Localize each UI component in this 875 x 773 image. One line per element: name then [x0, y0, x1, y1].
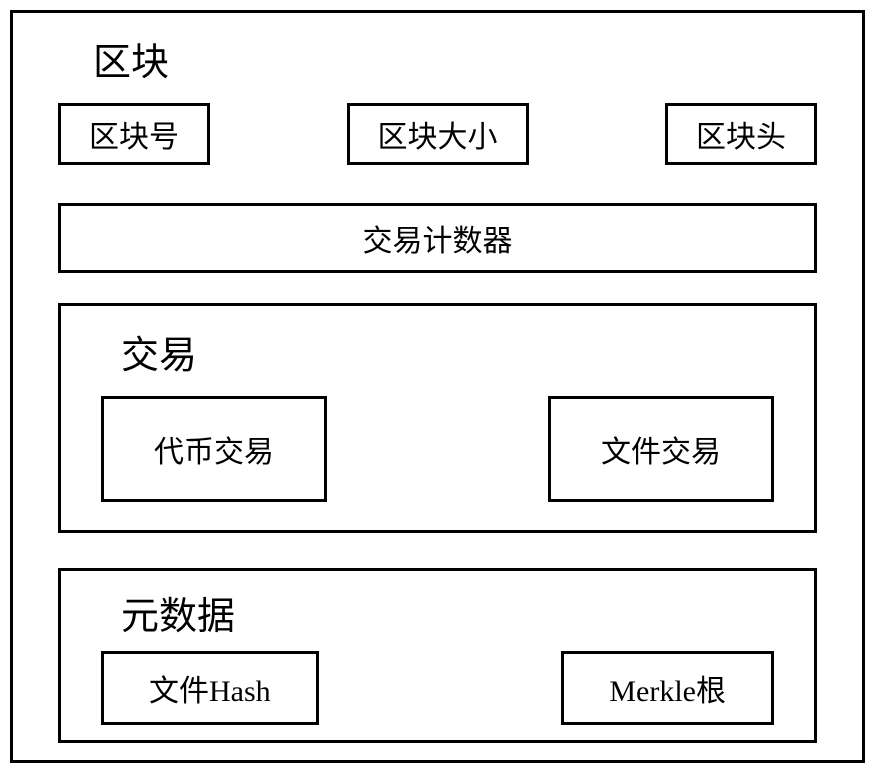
block-size-box: 区块大小: [347, 103, 529, 165]
metadata-title-text: 元数据: [121, 596, 235, 638]
main-title-text: 区块: [93, 42, 169, 84]
block-size-label: 区块大小: [378, 121, 498, 154]
block-diagram: 区块 区块号 区块大小 区块头 交易计数器 交易 代币交易 文件交易 元数据: [10, 10, 865, 763]
block-header-box: 区块头: [665, 103, 817, 165]
transaction-row: 代币交易 文件交易: [101, 396, 774, 502]
file-transaction-box: 文件交易: [548, 396, 774, 502]
transaction-title-text: 交易: [121, 335, 197, 377]
token-transaction-box: 代币交易: [101, 396, 327, 502]
metadata-title: 元数据: [121, 585, 235, 640]
transaction-title: 交易: [121, 324, 197, 379]
token-transaction-label: 代币交易: [154, 436, 274, 469]
block-header-label: 区块头: [696, 121, 786, 154]
main-title: 区块: [93, 31, 169, 86]
block-number-box: 区块号: [58, 103, 210, 165]
file-hash-label: 文件Hash: [149, 675, 271, 708]
transaction-counter-label: 交易计数器: [363, 225, 513, 258]
metadata-row: 文件Hash Merkle根: [101, 651, 774, 725]
block-number-label: 区块号: [89, 121, 179, 154]
metadata-section: 元数据 文件Hash Merkle根: [58, 568, 817, 743]
file-hash-box: 文件Hash: [101, 651, 319, 725]
file-transaction-label: 文件交易: [601, 436, 721, 469]
merkle-root-box: Merkle根: [561, 651, 774, 725]
merkle-root-label: Merkle根: [609, 675, 726, 708]
top-row: 区块号 区块大小 区块头: [58, 103, 817, 165]
transaction-section: 交易 代币交易 文件交易: [58, 303, 817, 533]
transaction-counter-box: 交易计数器: [58, 203, 817, 273]
